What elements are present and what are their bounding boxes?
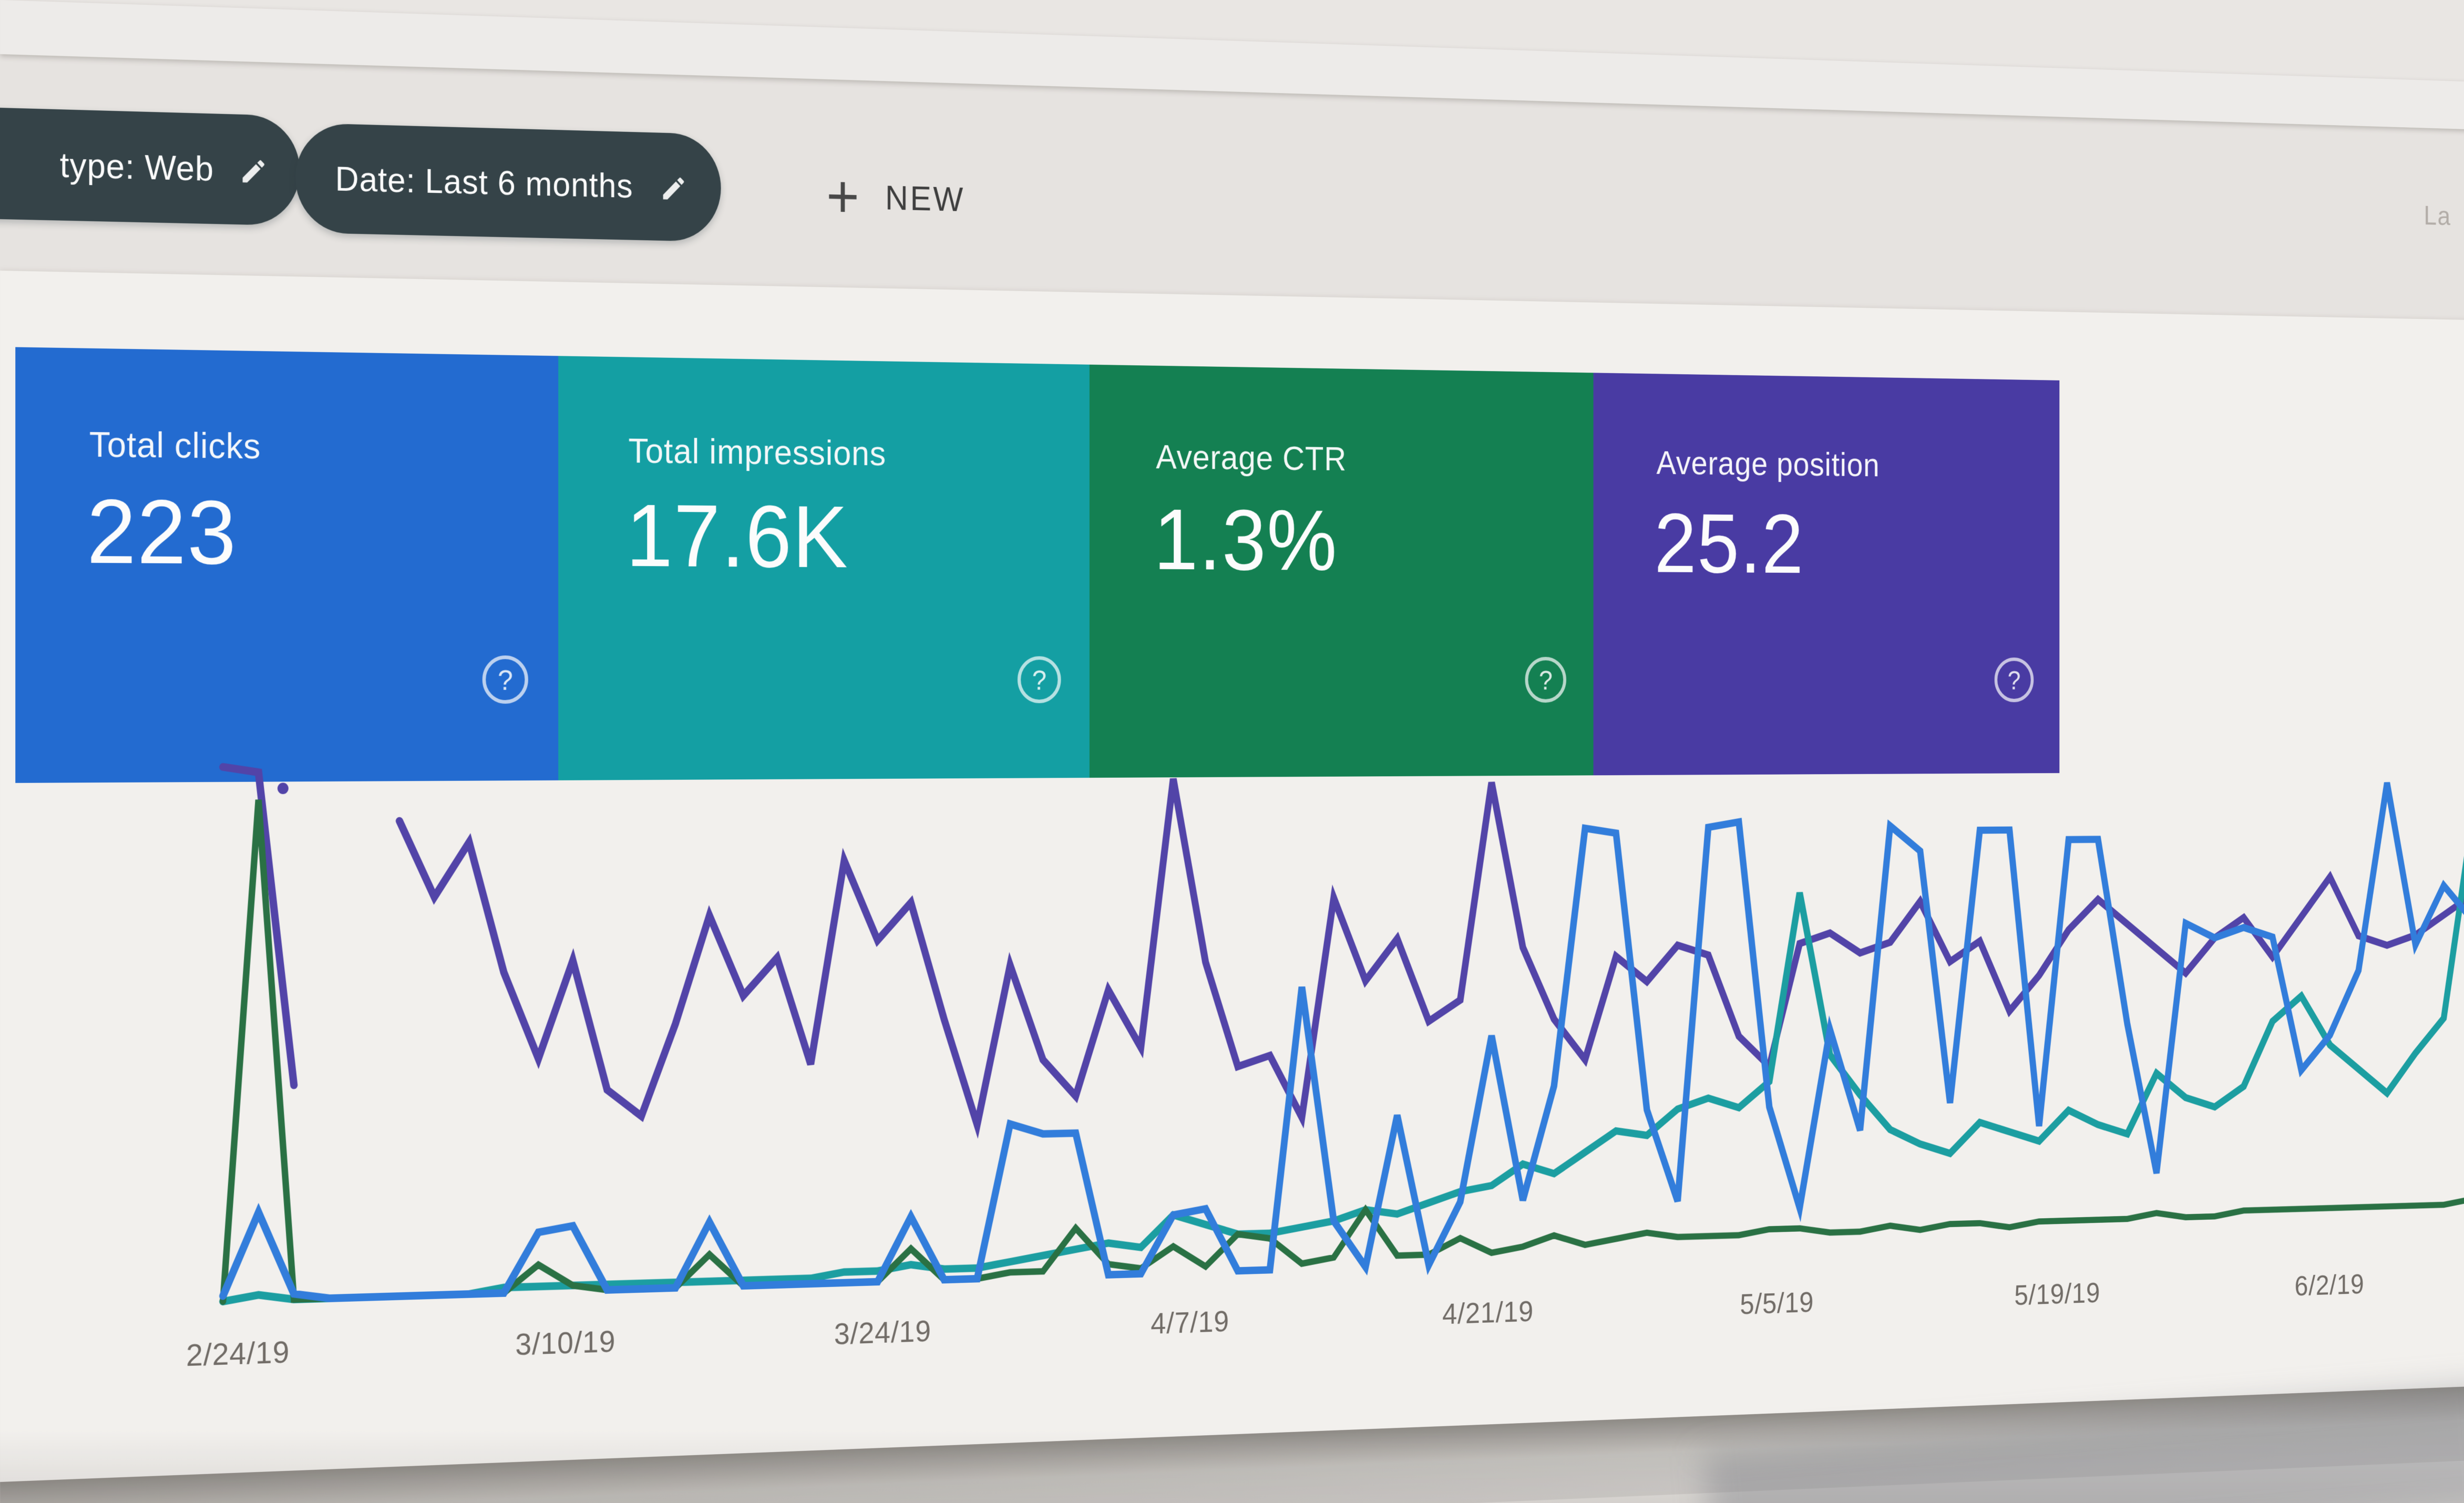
x-tick-label: 2/24/19 (186, 1334, 290, 1373)
x-tick-label: 4/21/19 (1442, 1294, 1534, 1331)
x-tick-label: 5/19/19 (2014, 1276, 2101, 1311)
x-tick-label: 6/2/19 (2294, 1268, 2365, 1302)
x-tick-label: 4/7/19 (1151, 1304, 1229, 1341)
isolated-data-point (277, 783, 289, 795)
filter-chip-search-type[interactable]: type: Web (0, 102, 300, 226)
series-line-total-clicks (223, 782, 2464, 1302)
pencil-icon (239, 155, 268, 186)
series-line-average-ctr (223, 787, 2464, 1301)
x-tick-label: 5/5/19 (1740, 1285, 1814, 1321)
x-tick-label: 3/10/19 (515, 1324, 616, 1362)
x-tick-label: 3/24/19 (834, 1314, 931, 1351)
